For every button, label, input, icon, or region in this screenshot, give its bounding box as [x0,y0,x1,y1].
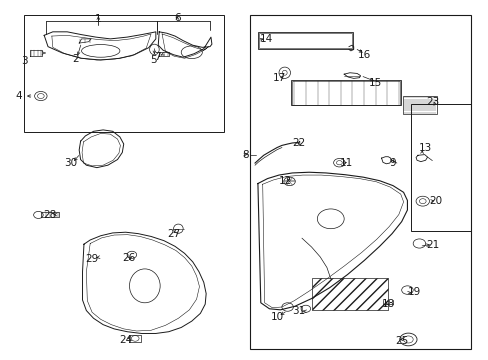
Text: 2: 2 [72,54,79,64]
Bar [291,80,400,105]
Text: 9: 9 [389,158,396,168]
Bar [24,15,224,132]
Bar [410,104,470,231]
Text: 28: 28 [43,210,56,220]
Text: 15: 15 [368,78,382,87]
Text: 7: 7 [154,52,160,62]
Text: 1: 1 [95,14,102,24]
Text: 4: 4 [15,91,21,101]
Text: 12: 12 [279,176,292,186]
Bar [292,81,399,104]
Bar [257,32,352,49]
Bar [402,96,436,114]
Text: 22: 22 [292,138,305,148]
Text: 25: 25 [394,336,407,346]
Text: 6: 6 [174,13,181,23]
Text: 5: 5 [150,55,157,65]
Text: 30: 30 [64,158,78,168]
Text: 14: 14 [259,34,272,44]
Text: 20: 20 [429,196,442,206]
Text: 26: 26 [122,253,135,263]
Text: 19: 19 [407,287,420,297]
Text: 23: 23 [426,98,439,107]
Bar [258,32,351,48]
Text: 24: 24 [119,335,132,345]
Text: 16: 16 [357,50,370,60]
Bar [250,15,470,348]
Text: 31: 31 [292,306,305,316]
Text: 11: 11 [339,158,352,168]
Text: 10: 10 [270,312,283,322]
Bar [311,278,387,310]
Text: 27: 27 [166,229,180,239]
Text: 8: 8 [242,150,248,160]
Text: 13: 13 [418,143,431,153]
Text: 17: 17 [272,73,285,83]
Text: 3: 3 [20,56,27,66]
Text: 18: 18 [381,299,394,309]
Text: 29: 29 [85,255,99,264]
Text: 21: 21 [426,240,439,250]
